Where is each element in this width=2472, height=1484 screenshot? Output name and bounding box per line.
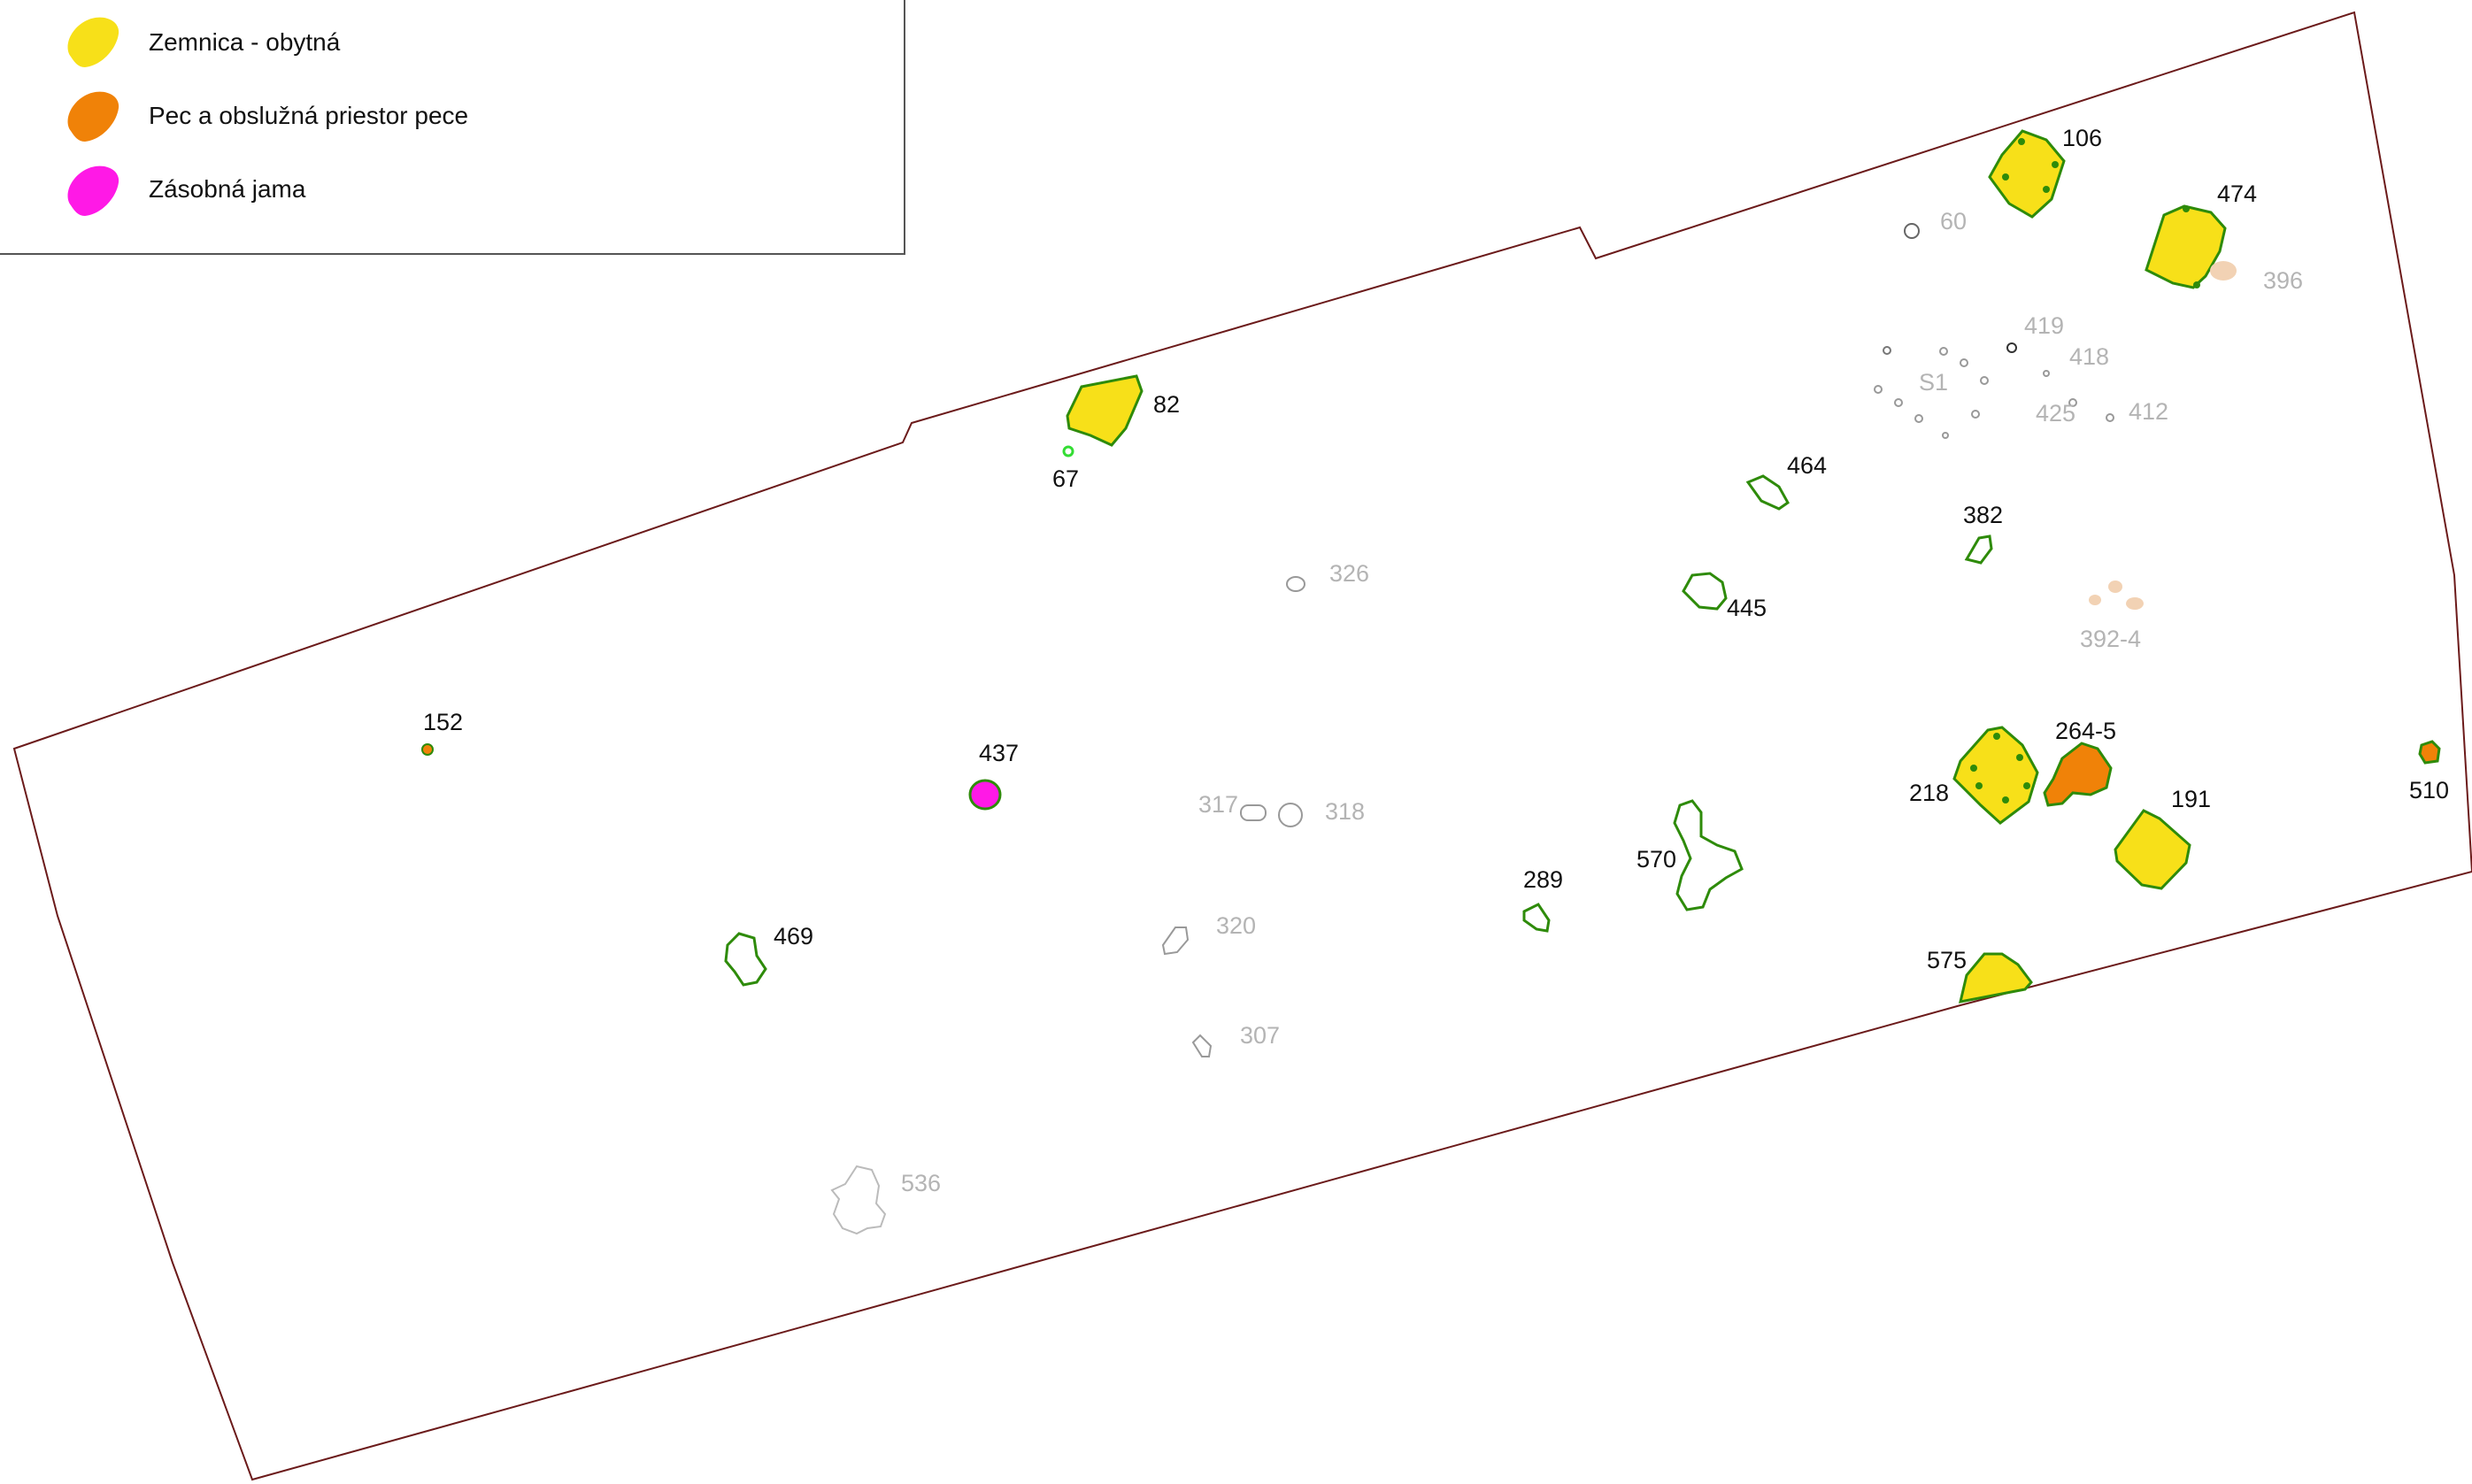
excavation-boundary: [12, 11, 2472, 1481]
legend-label-zasobna-jama: Zásobná jama: [149, 175, 306, 203]
label-289: 289: [1523, 866, 1563, 893]
label-396: 396: [2263, 267, 2303, 294]
feature-382[interactable]: 382: [1963, 502, 2003, 565]
label-392-4: 392-4: [2080, 626, 2141, 652]
label-464: 464: [1787, 452, 1827, 479]
label-536: 536: [901, 1170, 941, 1196]
label-60: 60: [1940, 208, 1967, 235]
feature-218[interactable]: 218: [1909, 726, 2039, 825]
label-320: 320: [1216, 912, 1256, 939]
feature-396[interactable]: 396: [2210, 261, 2303, 294]
legend-label-zemnica: Zemnica - obytná: [149, 28, 341, 56]
label-510: 510: [2409, 777, 2449, 804]
feature-307[interactable]: 307: [1191, 1022, 1280, 1057]
label-445: 445: [1727, 595, 1767, 621]
label-191: 191: [2171, 786, 2211, 812]
label-412: 412: [2129, 398, 2168, 425]
feature-152[interactable]: 152: [421, 709, 463, 756]
feature-60[interactable]: 60: [1904, 208, 1967, 239]
feature-510[interactable]: 510: [2409, 740, 2449, 804]
legend-swatch-orange-icon: [67, 91, 119, 142]
feature-575[interactable]: 575: [1927, 947, 2033, 1003]
feature-464[interactable]: 464: [1745, 452, 1827, 511]
label-419: 419: [2024, 312, 2064, 339]
feature-437[interactable]: 437: [968, 740, 1019, 811]
label-318: 318: [1325, 798, 1365, 825]
label-326: 326: [1329, 560, 1369, 587]
feature-445[interactable]: 445: [1682, 572, 1767, 621]
label-307: 307: [1240, 1022, 1280, 1049]
feature-474[interactable]: 474: [2145, 181, 2257, 289]
feature-469[interactable]: 469: [724, 923, 813, 987]
label-474: 474: [2217, 181, 2257, 207]
feature-82[interactable]: 82: [1066, 374, 1180, 447]
label-437: 437: [979, 740, 1019, 766]
label-317: 317: [1198, 791, 1238, 818]
feature-264-5[interactable]: 264-5: [2043, 718, 2116, 807]
label-82: 82: [1153, 391, 1180, 418]
feature-320[interactable]: 320: [1161, 912, 1256, 956]
label-67: 67: [1052, 465, 1079, 492]
label-106: 106: [2062, 125, 2102, 151]
legend-label-pec: Pec a obslužná priestor pece: [149, 102, 469, 129]
label-425: 425: [2036, 400, 2075, 427]
feature-cluster-S1[interactable]: S1 419 418 425 412: [1874, 312, 2168, 439]
feature-67[interactable]: 67: [1052, 445, 1079, 492]
label-382: 382: [1963, 502, 2003, 528]
feature-318[interactable]: 318: [1278, 798, 1365, 827]
map-legend: Zemnica - obytná Pec a obslužná priestor…: [0, 0, 905, 255]
feature-106[interactable]: 106: [1988, 125, 2102, 219]
label-418: 418: [2069, 343, 2109, 370]
feature-536[interactable]: 536: [830, 1165, 941, 1235]
label-575: 575: [1927, 947, 1967, 973]
label-469: 469: [774, 923, 813, 950]
label-152: 152: [423, 709, 463, 735]
label-264-5: 264-5: [2055, 718, 2116, 744]
feature-289[interactable]: 289: [1522, 866, 1563, 933]
feature-317[interactable]: 317: [1198, 791, 1267, 821]
feature-326[interactable]: 326: [1286, 560, 1369, 592]
label-218: 218: [1909, 780, 1949, 806]
legend-swatch-magenta-icon: [67, 165, 119, 216]
legend-swatch-yellow-icon: [67, 17, 119, 67]
feature-570[interactable]: 570: [1636, 799, 1744, 911]
label-570: 570: [1636, 846, 1676, 873]
label-S1: S1: [1919, 369, 1948, 396]
feature-191[interactable]: 191: [2114, 786, 2211, 890]
feature-392-4[interactable]: 392-4: [2080, 581, 2144, 652]
